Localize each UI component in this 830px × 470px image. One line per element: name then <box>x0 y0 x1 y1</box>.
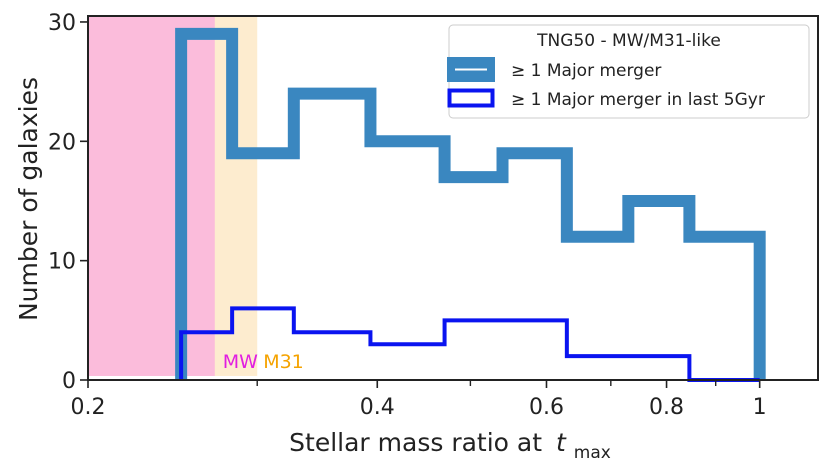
y-tick-label: 30 <box>48 11 76 36</box>
region-label-m31: M31 <box>263 351 304 373</box>
shaded-region-mw <box>88 16 215 376</box>
y-tick-label: 10 <box>48 250 76 275</box>
x-axis-label: Stellar mass ratio at t max <box>289 428 611 463</box>
x-axis-label-variable: t <box>556 428 567 457</box>
histogram-series <box>175 27 766 382</box>
legend-label-major-merger: ≥ 1 Major merger <box>511 61 661 81</box>
legend-label-last-5gyr: ≥ 1 Major merger in last 5Gyr <box>511 90 765 110</box>
legend: TNG50 - MW/M31-like ≥ 1 Major merger ≥ 1… <box>447 24 810 119</box>
x-tick-label: 0.8 <box>649 395 684 420</box>
series-major-merger-step <box>175 27 766 380</box>
y-tick-label: 20 <box>48 130 76 155</box>
x-tick-label: 1 <box>753 395 767 420</box>
y-tick-label: 0 <box>62 369 76 394</box>
x-tick-label: 0.2 <box>71 395 106 420</box>
region-label-mw: MW <box>223 351 258 373</box>
y-axis-label: Number of galaxies <box>14 77 43 321</box>
x-axis-ticks: 0.2 0.4 0.6 0.8 1 <box>71 380 767 420</box>
plot-frame <box>87 15 819 381</box>
x-axis-label-text: Stellar mass ratio at <box>289 428 542 457</box>
legend-swatch-last-5gyr <box>447 88 495 108</box>
legend-title: TNG50 - MW/M31-like <box>536 31 721 51</box>
y-axis-ticks: 0 10 20 30 <box>48 11 88 394</box>
x-tick-label: 0.6 <box>529 395 564 420</box>
x-tick-label: 0.4 <box>360 395 395 420</box>
x-axis-label-subscript: max <box>574 443 611 463</box>
series-last-5gyr-step <box>179 306 760 382</box>
